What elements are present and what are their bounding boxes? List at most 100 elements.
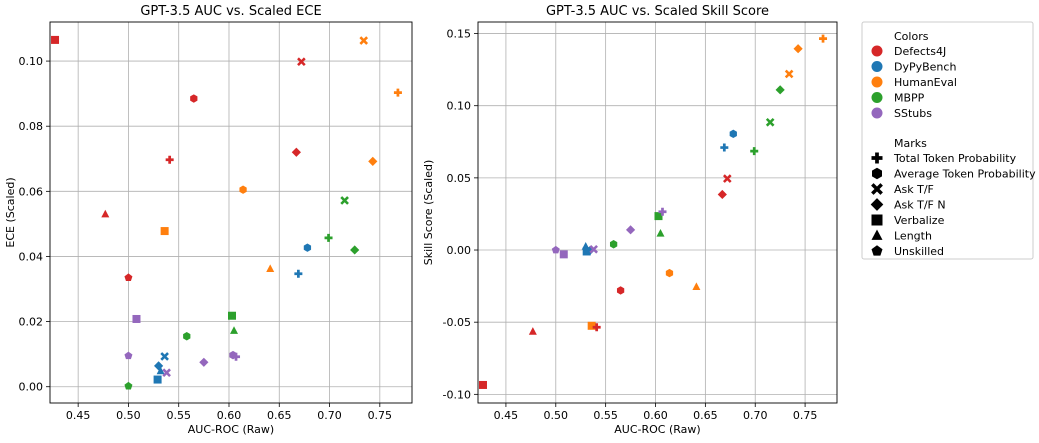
ece-points bbox=[51, 35, 402, 390]
ece-point-humaneval-x bbox=[359, 36, 369, 45]
ece-y-tick-label: 0.02 bbox=[19, 316, 44, 329]
ece-x-tick-label: 0.65 bbox=[267, 409, 292, 422]
ece-grid bbox=[50, 22, 412, 403]
skill-point-humaneval-square bbox=[587, 321, 596, 330]
skill-point-humaneval-diamond bbox=[793, 44, 803, 54]
ece-y-tick-label: 0.06 bbox=[19, 185, 44, 198]
ece-x-tick-label: 0.60 bbox=[217, 409, 242, 422]
legend-mark-label-ask-t-f: Ask T/F bbox=[894, 183, 934, 196]
legend-marker-pentagon-icon bbox=[871, 245, 883, 256]
skill-point-sstubs-plus bbox=[658, 207, 667, 216]
legend-marker-hexagon-icon bbox=[872, 167, 882, 180]
ece-point-sstubs-plus bbox=[232, 352, 241, 361]
skill-points bbox=[478, 34, 828, 389]
ece-point-mbpp-plus bbox=[324, 233, 333, 242]
legend-swatch-dypybench bbox=[871, 61, 883, 72]
skill-point-defects4j-diamond bbox=[717, 189, 727, 200]
ece-x-axis-label: AUC-ROC (Raw) bbox=[188, 423, 274, 436]
skill-point-sstubs-pentagon bbox=[551, 245, 560, 254]
ece-point-dypybench-x bbox=[160, 352, 169, 361]
ece-point-defects4j-x bbox=[297, 57, 306, 67]
legend-color-label-dypybench: DyPyBench bbox=[894, 61, 956, 74]
legend: Colors Marks Defects4J DyPyBench HumanEval… bbox=[861, 21, 1036, 260]
ece-point-defects4j-pentagon bbox=[124, 273, 133, 282]
ece-y-ticks: 0.00 0.02 0.04 0.06 0.08 0.10 bbox=[19, 55, 50, 394]
skill-y-ticks: 0.15 0.10 0.05 0.00 -0.05 -0.10 bbox=[443, 28, 478, 401]
ece-point-mbpp-square bbox=[228, 311, 237, 320]
ece-x-tick-label: 0.55 bbox=[166, 409, 191, 422]
skill-point-sstubs-diamond bbox=[625, 225, 636, 235]
skill-point-humaneval-x bbox=[784, 69, 794, 79]
ece-point-humaneval-triangle bbox=[266, 264, 275, 273]
skill-chart-title: GPT-3.5 AUC vs. Scaled Skill Score bbox=[546, 4, 769, 19]
skill-point-mbpp-triangle bbox=[656, 229, 665, 237]
ece-point-defects4j-hexagon bbox=[190, 94, 198, 103]
legend-marker-triangle-icon bbox=[871, 229, 883, 240]
legend-swatch-defects4j bbox=[871, 45, 883, 57]
skill-plot-frame bbox=[477, 21, 838, 404]
ece-x-ticks: 0.45 0.50 0.55 0.60 0.65 0.70 0.75 bbox=[66, 403, 392, 422]
skill-x-tick-label: 0.60 bbox=[643, 409, 668, 422]
legend-mark-label-length: Length bbox=[894, 230, 932, 243]
skill-point-dypybench-hexagon bbox=[729, 129, 737, 139]
ece-point-humaneval-plus bbox=[393, 88, 402, 97]
skill-x-ticks: 0.45 0.50 0.55 0.60 0.65 0.70 0.75 bbox=[494, 403, 817, 422]
skill-x-tick-label: 0.45 bbox=[494, 409, 519, 422]
ece-point-humaneval-diamond bbox=[368, 156, 378, 166]
legend-box bbox=[861, 21, 1034, 260]
ece-point-sstubs-square bbox=[132, 314, 141, 323]
legend-colors-title: Colors bbox=[894, 30, 929, 43]
ece-x-tick-label: 0.70 bbox=[317, 409, 342, 422]
legend-marker-diamond-icon bbox=[870, 198, 884, 211]
ece-chart-title: GPT-3.5 AUC vs. Scaled ECE bbox=[140, 4, 321, 19]
skill-point-sstubs-x bbox=[589, 244, 598, 254]
skill-point-defects4j-plus bbox=[592, 323, 601, 332]
skill-point-defects4j-hexagon bbox=[616, 286, 625, 295]
ece-point-dypybench-diamond bbox=[154, 361, 164, 371]
ece-point-humaneval-square bbox=[160, 227, 169, 236]
ece-y-tick-label: 0.00 bbox=[19, 381, 44, 394]
legend-marks-title: Marks bbox=[894, 137, 927, 150]
legend-mark-label-ask-t-f-n: Ask T/F N bbox=[894, 199, 946, 212]
skill-x-tick-label: 0.50 bbox=[544, 409, 569, 422]
legend-marker-square-icon bbox=[871, 214, 883, 226]
skill-y-tick-label: 0.15 bbox=[447, 28, 472, 41]
skill-x-axis-label: AUC-ROC (Raw) bbox=[614, 423, 700, 436]
ece-x-tick-label: 0.75 bbox=[368, 409, 393, 422]
skill-grid bbox=[478, 22, 837, 403]
legend-color-label-defects4j: Defects4J bbox=[894, 45, 946, 58]
legend-swatch-humaneval bbox=[871, 76, 883, 88]
skill-chart: 0.45 0.50 0.55 0.60 0.65 0.70 0.75 0.15 0.10 0.0… bbox=[422, 4, 838, 436]
skill-point-mbpp-plus bbox=[750, 147, 759, 156]
skill-point-mbpp-x bbox=[765, 117, 775, 127]
skill-point-humaneval-plus bbox=[819, 34, 828, 43]
ece-chart: 0.45 0.50 0.55 0.60 0.65 0.70 0.75 0.000.020.0… bbox=[4, 4, 413, 436]
ece-point-dypybench-triangle bbox=[156, 366, 165, 375]
skill-point-defects4j-x bbox=[723, 174, 732, 183]
ece-point-mbpp-triangle bbox=[230, 326, 239, 334]
ece-y-axis-label: ECE (Scaled) bbox=[4, 177, 17, 247]
legend-color-label-mbpp: MBPP bbox=[894, 92, 925, 105]
skill-point-humaneval-hexagon bbox=[665, 268, 674, 278]
legend-mark-label-total-token-probability: Total Token Probability bbox=[893, 152, 1017, 165]
skill-point-mbpp-diamond bbox=[775, 85, 785, 95]
ece-point-dypybench-hexagon bbox=[303, 243, 312, 252]
legend-marker-plus-icon bbox=[871, 152, 883, 164]
skill-point-mbpp-hexagon bbox=[609, 240, 618, 249]
skill-point-mbpp-square bbox=[654, 212, 663, 221]
ece-point-mbpp-x bbox=[340, 196, 349, 205]
legend-color-label-sstubs: SStubs bbox=[894, 107, 932, 120]
skill-y-tick-label: 0.00 bbox=[447, 244, 472, 257]
ece-y-tick-label: 0.08 bbox=[19, 120, 44, 133]
ece-point-mbpp-hexagon bbox=[183, 332, 191, 341]
legend-mark-entries: Total Token Probability Average Token Pro… bbox=[870, 152, 1036, 258]
legend-color-label-humaneval: HumanEval bbox=[894, 76, 957, 89]
ece-point-defects4j-square bbox=[51, 35, 60, 44]
ece-point-humaneval-hexagon bbox=[239, 185, 247, 194]
legend-color-entries: Defects4J DyPyBench HumanEval MBPP SStubs bbox=[871, 45, 957, 120]
legend-mark-label-average-token-probability: Average Token Probability bbox=[894, 168, 1036, 181]
ece-point-mbpp-diamond bbox=[350, 245, 360, 255]
ece-point-defects4j-diamond bbox=[291, 147, 301, 157]
